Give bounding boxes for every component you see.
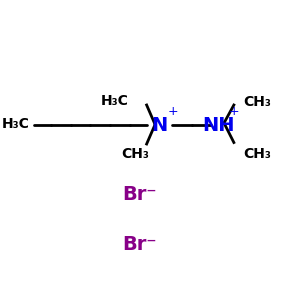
Text: N: N [151,116,167,135]
Text: Br⁻: Br⁻ [122,235,157,254]
Text: H₃C: H₃C [2,118,30,131]
Text: CH₃: CH₃ [244,95,272,109]
Text: CH₃: CH₃ [122,147,149,161]
Text: NH: NH [202,116,235,135]
Text: +: + [229,105,240,118]
Text: Br⁻: Br⁻ [122,185,157,205]
Text: +: + [167,105,178,118]
Text: CH₃: CH₃ [244,147,272,161]
Text: H₃C: H₃C [100,94,128,108]
